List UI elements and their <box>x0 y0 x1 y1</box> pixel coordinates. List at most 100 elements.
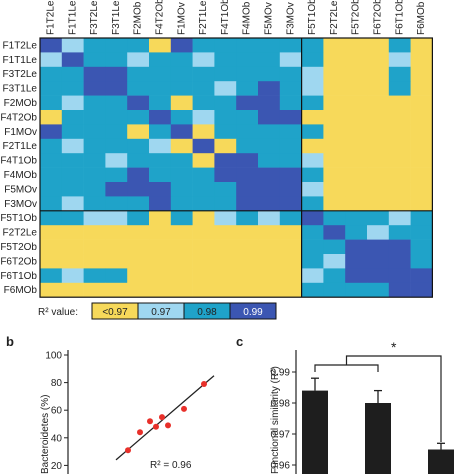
heatmap-cell <box>170 254 193 269</box>
heatmap-cell <box>170 210 193 226</box>
heatmap-cell <box>83 282 106 298</box>
heatmap-legend: R² value: <0.97 0.97 0.98 0.99 <box>38 302 277 320</box>
heatmap-cell <box>40 210 63 226</box>
heatmap-cell <box>149 167 172 183</box>
heatmap-column-labels: F1T2Le F1T1Le F3T2Le F3T1Le F2MOb F4T2Ob F1MOv… <box>46 0 428 35</box>
heatmap-cell <box>258 225 281 240</box>
heatmap-cell <box>40 81 63 96</box>
heatmap-cell <box>367 210 390 226</box>
heatmap-cell <box>236 153 259 168</box>
heatmap-cell <box>258 282 281 298</box>
heatmap-cell <box>388 81 411 96</box>
heatmap-cell <box>105 66 128 82</box>
heatmap-cell <box>214 268 237 284</box>
heatmap-cell <box>236 282 259 298</box>
heatmap-cell <box>323 225 346 240</box>
heatmap-cell <box>236 110 259 125</box>
heatmap-cell <box>83 225 106 240</box>
heatmap-cell <box>192 110 215 125</box>
heatmap-cell <box>192 282 215 298</box>
heatmap-cell <box>40 239 63 255</box>
heatmap-cell <box>367 110 390 125</box>
heatmap-cell <box>192 153 215 168</box>
heatmap-cell <box>40 38 63 53</box>
heatmap-cell <box>170 239 193 255</box>
heatmap-cell <box>301 167 324 183</box>
heatmap-cell <box>301 95 324 111</box>
heatmap-cell <box>149 81 172 96</box>
heatmap-cell <box>367 38 390 53</box>
heatmap-cell <box>61 210 84 226</box>
heatmap-cell <box>214 282 237 298</box>
heatmap-cell <box>214 239 237 255</box>
heatmap-cell <box>367 196 390 212</box>
heatmap-cell <box>236 182 259 197</box>
heatmap-cell <box>345 254 368 269</box>
heatmap-cell <box>127 52 150 68</box>
heatmap-cell <box>388 268 411 284</box>
heatmap-cell <box>127 153 150 168</box>
heatmap-cell <box>105 196 128 212</box>
heatmap-cell <box>236 138 259 154</box>
heatmap-cell <box>192 196 215 212</box>
heatmap-cell <box>279 268 302 284</box>
scatter-point <box>153 423 159 430</box>
bar-y-tick-label: 0.99 <box>271 368 291 379</box>
heatmap-cell <box>345 282 368 298</box>
heatmap-cell <box>279 210 302 226</box>
heatmap-cell <box>258 81 281 96</box>
heatmap-cell <box>410 81 433 96</box>
heatmap-cell <box>83 196 106 212</box>
column-label: F3T1Le <box>111 0 122 35</box>
heatmap-cell <box>170 138 193 154</box>
heatmap-cell <box>40 124 63 140</box>
heatmap-cell <box>149 138 172 154</box>
scatter-y-tick-label: 100 <box>45 351 62 362</box>
row-label: F2T1Le <box>3 141 38 152</box>
scatter-point <box>137 429 143 436</box>
heatmap-cell <box>236 210 259 226</box>
heatmap-cell <box>323 254 346 269</box>
heatmap-cell <box>83 110 106 125</box>
heatmap-cell <box>214 52 237 68</box>
heatmap-cell <box>323 268 346 284</box>
heatmap-cell <box>127 110 150 125</box>
heatmap-cell <box>40 254 63 269</box>
heatmap-cells <box>40 38 433 298</box>
heatmap-cell <box>301 110 324 125</box>
heatmap-cell <box>345 225 368 240</box>
heatmap-cell <box>192 38 215 53</box>
heatmap-cell <box>410 239 433 255</box>
heatmap-cell <box>192 239 215 255</box>
heatmap-cell <box>388 282 411 298</box>
heatmap-cell <box>192 254 215 269</box>
heatmap-cell <box>170 66 193 82</box>
heatmap-cell <box>83 81 106 96</box>
heatmap-cell <box>410 282 433 298</box>
heatmap-cell <box>149 38 172 53</box>
heatmap-cell <box>105 268 128 284</box>
heatmap-cell <box>214 254 237 269</box>
column-label: F4T2Ob <box>155 0 166 35</box>
heatmap-cell <box>61 239 84 255</box>
heatmap-cell <box>301 52 324 68</box>
heatmap-cell <box>410 124 433 140</box>
heatmap-cell <box>127 124 150 140</box>
scatter-point <box>159 414 165 421</box>
heatmap-cell <box>192 268 215 284</box>
heatmap-cell <box>40 153 63 168</box>
column-label: F5T1Ob <box>307 0 318 35</box>
heatmap-cell <box>388 182 411 197</box>
heatmap-cell <box>323 38 346 53</box>
heatmap-cell <box>149 153 172 168</box>
heatmap-cell <box>388 124 411 140</box>
heatmap-cell <box>149 182 172 197</box>
heatmap-cell <box>388 254 411 269</box>
column-label: F4MOb <box>242 1 253 35</box>
heatmap-cell <box>61 282 84 298</box>
heatmap-cell <box>301 210 324 226</box>
scatter-point <box>181 405 187 412</box>
heatmap-cell <box>192 52 215 68</box>
row-label: F2T2Le <box>3 228 38 239</box>
heatmap-cell <box>345 138 368 154</box>
